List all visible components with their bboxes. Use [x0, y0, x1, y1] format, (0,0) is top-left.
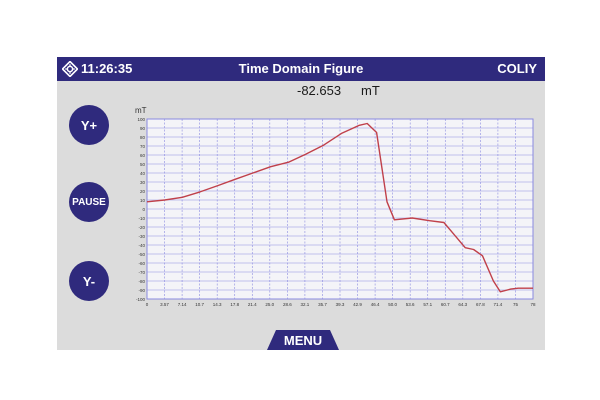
y-tick-label: 20 — [140, 189, 146, 194]
x-tick-label: 17.8 — [230, 302, 239, 307]
x-tick-label: 46.4 — [371, 302, 380, 307]
y-tick-label: -90 — [138, 288, 145, 293]
y-tick-label: 70 — [140, 144, 146, 149]
x-tick-label: 14.3 — [213, 302, 222, 307]
x-tick-label: 0 — [146, 302, 149, 307]
x-tick-label: 32.1 — [301, 302, 310, 307]
clock-time: 11:26:35 — [81, 61, 133, 76]
x-tick-label: 75 — [513, 302, 519, 307]
y-tick-label: 80 — [140, 135, 146, 140]
x-tick-label: 67.8 — [476, 302, 485, 307]
x-tick-label: 53.6 — [406, 302, 415, 307]
device-screen: 11:26:35 Time Domain Figure COLIY -82.65… — [57, 57, 545, 350]
screen-title: Time Domain Figure — [238, 61, 364, 76]
readout-value: -82.653 — [297, 83, 342, 98]
pause-button[interactable]: PAUSE — [69, 182, 109, 222]
x-tick-label: 28.6 — [283, 302, 292, 307]
brand-label: COLIY — [497, 61, 537, 76]
y-tick-label: -20 — [138, 225, 145, 230]
x-tick-label: 21.4 — [248, 302, 257, 307]
x-tick-label: 25.0 — [265, 302, 274, 307]
x-tick-label: 78 — [530, 302, 536, 307]
x-tick-label: 71.4 — [494, 302, 503, 307]
series-line — [146, 122, 533, 293]
y-tick-label: 30 — [140, 180, 146, 185]
x-tick-label: 57.1 — [423, 302, 432, 307]
y-tick-label: 50 — [140, 162, 146, 167]
y-tick-label: 0 — [142, 207, 145, 212]
status-bar: 11:26:35 Time Domain Figure COLIY — [57, 57, 545, 81]
x-tick-label: 35.7 — [318, 302, 327, 307]
y-tick-label: -80 — [138, 279, 145, 284]
y-tick-label: 90 — [140, 126, 146, 131]
y-minus-button[interactable]: Y- — [69, 261, 109, 301]
y-axis-label: mT — [135, 106, 147, 115]
readout-unit: mT — [361, 83, 380, 98]
y-tick-label: -100 — [136, 297, 146, 302]
y-plus-button[interactable]: Y+ — [69, 105, 109, 145]
y-tick-label: 60 — [140, 153, 146, 158]
x-tick-label: 50.0 — [388, 302, 397, 307]
menu-button[interactable]: MENU — [267, 330, 339, 350]
y-tick-label: -60 — [138, 261, 145, 266]
y-tick-label: -40 — [138, 243, 145, 248]
x-tick-label: 3.57 — [160, 302, 169, 307]
y-tick-label: -50 — [138, 252, 145, 257]
y-tick-label: 40 — [140, 171, 146, 176]
y-tick-label: 10 — [140, 198, 146, 203]
y-tick-label: 100 — [137, 117, 145, 122]
y-tick-label: -30 — [138, 234, 145, 239]
x-tick-label: 7.14 — [178, 302, 187, 307]
x-tick-label: 39.3 — [336, 302, 345, 307]
time-domain-chart: 1009080706050403020100-10-20-30-40-50-60… — [135, 106, 536, 307]
x-tick-label: 60.7 — [441, 302, 450, 307]
x-tick-label: 64.3 — [458, 302, 467, 307]
x-tick-label: 10.7 — [195, 302, 204, 307]
settings-diamond-icon[interactable] — [62, 61, 78, 77]
y-tick-label: -10 — [138, 216, 145, 221]
y-tick-label: -70 — [138, 270, 145, 275]
x-tick-label: 42.9 — [353, 302, 362, 307]
